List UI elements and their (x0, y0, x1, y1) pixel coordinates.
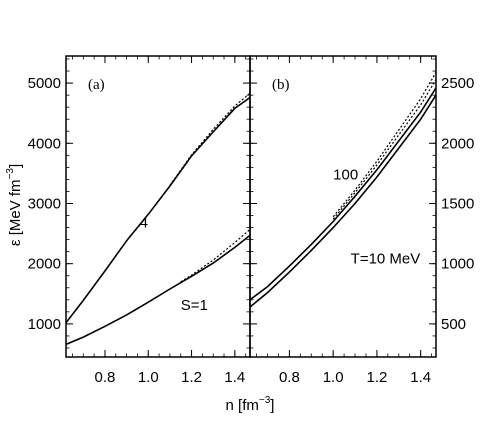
panel-b-y-tick-label: 2000 (441, 135, 474, 152)
panel-b-curves (249, 71, 437, 308)
x-axis-title-main: n [fm (226, 397, 259, 414)
y-axis-title: ε [MeV fm−3] (5, 164, 24, 246)
y-axis-title-sup: −3 (5, 168, 16, 180)
panel-b-curve-label: 100 (333, 166, 358, 183)
panel-a-annotations: 4 S=1 (140, 215, 208, 314)
panel-b-x-tick-label: 0.8 (279, 369, 300, 386)
panel-a-y-tick-label: 5000 (28, 75, 61, 92)
panel-b-series-1-solid-line (249, 87, 437, 301)
x-axis-title-sup: −3 (259, 395, 271, 406)
panel-a: 0.8 1.0 1.2 1.4 1000 2000 3000 4000 5000 (a) 4 S=… (28, 55, 251, 386)
panel-b: 0.8 1.0 1.2 1.4 500 1000 1500 2000 2500 (b) 100 T… (249, 55, 474, 386)
panel-a-curve-label: S=1 (181, 297, 208, 314)
panel-b-y-tick-label: 1000 (441, 256, 474, 273)
y-axis-title-main: ε [MeV fm (7, 179, 24, 246)
panel-a-x-tick-label: 1.0 (138, 369, 159, 386)
panel-a-series-0-solid-line (65, 96, 251, 324)
panel-a-series-3-dotted-line (180, 228, 251, 283)
panel-b-series-3-dotted-line (332, 71, 437, 218)
panel-b-y-tick-label: 2500 (441, 75, 474, 92)
panel-a-x-tick-label: 1.2 (181, 369, 202, 386)
panel-b-annotations: 100 T=10 MeV (333, 166, 420, 267)
panel-b-x-tick-label: 1.4 (410, 369, 431, 386)
panel-a-y-tick-label: 2000 (28, 256, 61, 273)
panel-a-tag: (a) (88, 77, 105, 93)
panel-b-series-0-solid-line (249, 94, 437, 308)
panel-a-series-2-solid-line (65, 234, 251, 346)
panel-b-y-tick-label: 1500 (441, 195, 474, 212)
panel-a-series-1-dotted-line (169, 92, 251, 186)
panel-b-ticks: 0.8 1.0 1.2 1.4 500 1000 1500 2000 2500 (250, 56, 474, 386)
panel-a-curve-label: 4 (140, 215, 148, 232)
panel-a-y-tick-label: 3000 (28, 195, 61, 212)
x-axis-title: n [fm−3] (226, 395, 275, 414)
panel-a-y-tick-label: 4000 (28, 135, 61, 152)
panel-b-x-tick-label: 1.2 (366, 369, 387, 386)
panel-a-x-tick-label: 1.4 (224, 369, 245, 386)
panel-b-frame (249, 55, 437, 358)
panel-b-curve-label: T=10 MeV (351, 251, 421, 268)
panel-a-x-tick-label: 0.8 (95, 369, 116, 386)
panel-a-y-tick-label: 1000 (28, 316, 61, 333)
panel-b-x-tick-label: 1.0 (323, 369, 344, 386)
panel-b-tag: (b) (272, 77, 290, 93)
y-axis-title-end: ] (7, 164, 24, 168)
panel-a-frame (65, 55, 251, 358)
x-axis-title-end: ] (270, 397, 274, 414)
panel-a-curves (65, 92, 251, 346)
panel-b-y-tick-label: 500 (441, 316, 466, 333)
panel-b-series-2-dotted-line (332, 79, 437, 220)
